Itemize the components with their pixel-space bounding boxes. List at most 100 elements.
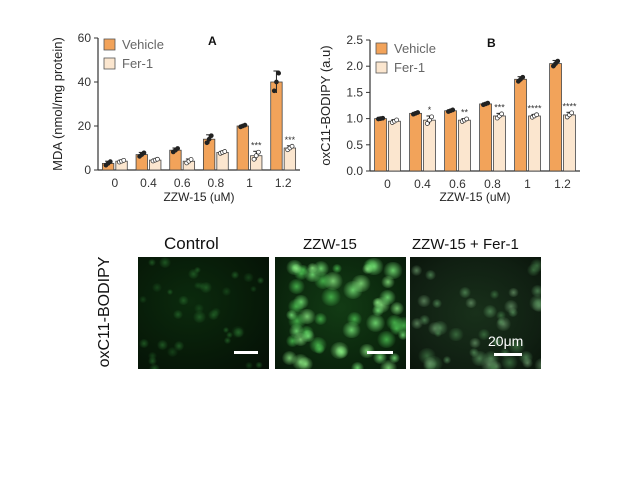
cell-blob	[200, 282, 212, 293]
cell-blob	[377, 331, 397, 349]
y-tick-label: 0	[84, 163, 91, 177]
data-point	[121, 157, 127, 163]
cell-blob	[139, 338, 149, 348]
scale-bar	[234, 351, 258, 354]
cell-blob	[342, 321, 361, 339]
cell-blob	[193, 282, 202, 289]
data-point	[520, 74, 526, 80]
data-point	[424, 121, 430, 126]
cell-blob	[390, 301, 404, 315]
chart-A: 0 20 40 60 0 0.4 0.6 0.8 *** 1 *** 1.2 ZZW-15 (uM) MD…	[50, 31, 300, 204]
cell-blob	[501, 355, 518, 369]
cell-blob	[166, 346, 178, 357]
cell-blob	[389, 352, 401, 363]
legend-label: Fer-1	[394, 60, 425, 75]
cell-blob	[149, 363, 160, 369]
cell-blob	[386, 314, 404, 331]
bar-fer-1	[493, 115, 506, 172]
cell-blob	[521, 357, 533, 368]
cell-blob	[221, 287, 232, 296]
y-tick-label: 40	[78, 75, 92, 89]
cell-blob	[223, 336, 232, 344]
cell-blob	[347, 312, 363, 326]
cell-blob	[243, 272, 254, 282]
cell-blob	[157, 340, 168, 350]
data-point	[274, 79, 279, 85]
micrograph-control	[138, 257, 269, 369]
cell-blob	[423, 357, 438, 369]
micrograph-title-control: Control	[164, 234, 219, 253]
micrograph-title-zzw15-fer1: ZZW-15 + Fer-1	[412, 236, 519, 253]
cell-blob	[359, 343, 375, 358]
cell-blob	[432, 298, 443, 308]
cell-blob	[379, 360, 397, 369]
bar-vehicle	[444, 110, 457, 172]
data-point	[276, 70, 281, 76]
legend-swatch	[375, 61, 388, 74]
x-tick-label: 0.4	[140, 176, 157, 190]
significance-mark: ****	[562, 101, 577, 111]
data-point	[107, 159, 113, 164]
cell-blob	[286, 335, 300, 347]
data-point	[271, 88, 277, 94]
x-axis-label: ZZW-15 (uM)	[163, 190, 234, 204]
cell-blob	[178, 295, 189, 305]
panel-label: B	[487, 36, 496, 50]
cell-blob	[300, 329, 315, 343]
chart-B: 0.0 0.5 1.0 1.5 2.0 2.5 0 * 0.4 ** 0.6 *** 0.8 **** 1 *…	[318, 33, 580, 204]
cell-blob	[373, 351, 388, 365]
cell-blob	[166, 288, 174, 295]
cell-blob	[418, 315, 430, 325]
significance-mark: ****	[527, 103, 542, 113]
cell-blob	[148, 259, 156, 266]
bar-fer-1	[458, 119, 471, 172]
cell-blob	[468, 337, 481, 349]
data-point	[415, 110, 421, 115]
bar-vehicle	[409, 112, 422, 172]
cell-blob	[365, 314, 386, 332]
cell-blob	[230, 271, 239, 279]
cell-blob	[425, 270, 437, 280]
bar-fer-1	[423, 119, 436, 172]
y-tick-label: 60	[78, 31, 92, 45]
cell-blob	[138, 295, 147, 304]
x-tick-label: 0.4	[414, 177, 431, 191]
y-tick-label: 1.0	[346, 112, 363, 126]
cell-blob	[371, 304, 385, 316]
bar-vehicle	[236, 125, 249, 171]
x-tick-label: 0.6	[174, 176, 191, 190]
data-point	[394, 117, 399, 123]
legend-label: Vehicle	[394, 41, 436, 56]
x-tick-label: 1	[246, 176, 253, 190]
cell-blob	[508, 287, 519, 298]
bar-fer-1	[283, 147, 297, 171]
bar-vehicle	[479, 103, 492, 172]
cell-blob	[250, 285, 258, 292]
legend-swatch	[103, 38, 116, 51]
cell-blob	[490, 290, 500, 299]
data-point	[555, 58, 561, 64]
cell-blob	[152, 283, 163, 293]
scale-bar-label: 20μm	[488, 333, 524, 349]
data-point	[251, 156, 257, 162]
data-point	[253, 153, 259, 159]
cell-blob	[416, 294, 431, 308]
cell-blob	[188, 268, 200, 279]
data-point	[155, 156, 160, 162]
bar-fer-1	[528, 115, 541, 172]
cell-blob	[147, 357, 157, 365]
cell-blob	[411, 318, 423, 329]
cell-blob	[487, 362, 499, 369]
cell-blob	[288, 278, 306, 295]
y-tick-label: 20	[78, 119, 92, 133]
cell-blob	[350, 362, 364, 369]
cell-blob	[507, 338, 526, 355]
cell-blob	[158, 257, 171, 269]
cell-blob	[482, 305, 498, 319]
cell-blob	[192, 310, 207, 323]
cell-blob	[448, 327, 464, 342]
x-tick-label: 0.6	[449, 177, 466, 191]
x-tick-label: 0	[111, 176, 118, 190]
cell-blob	[442, 356, 452, 364]
cell-blob	[147, 351, 158, 361]
